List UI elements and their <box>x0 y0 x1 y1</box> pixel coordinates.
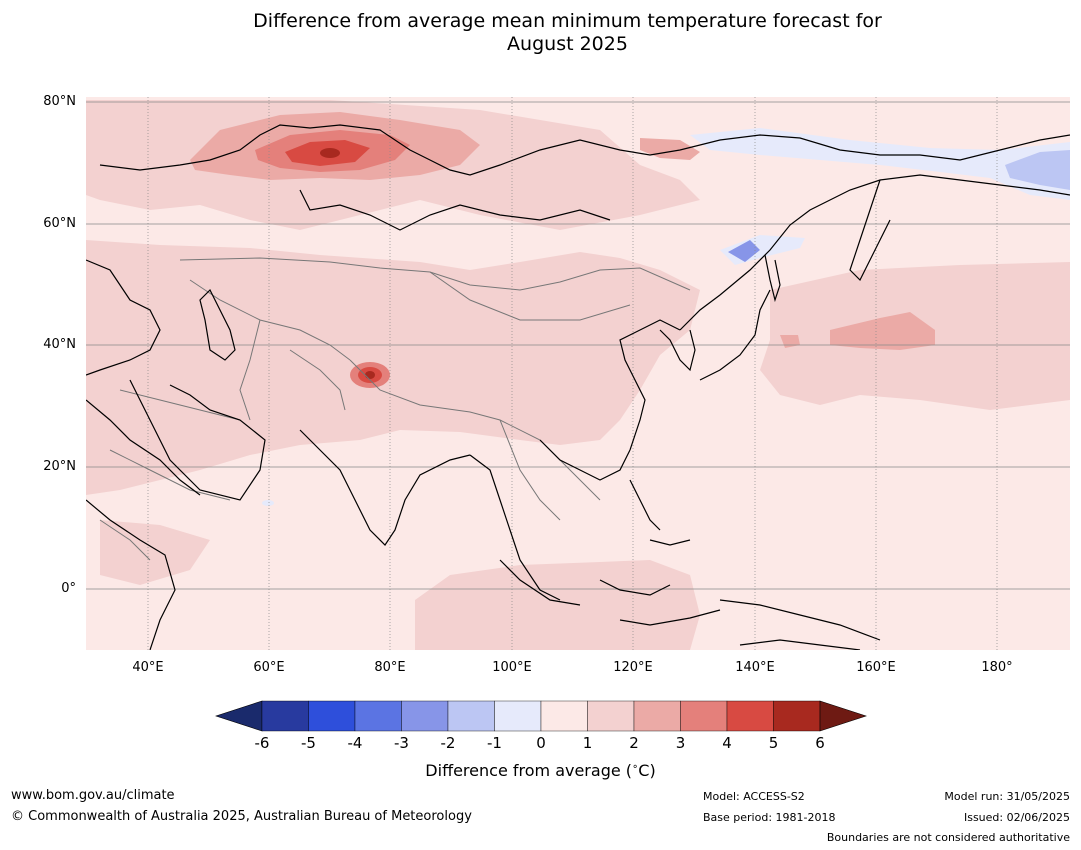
lon-label-160e: 160°E <box>856 660 896 675</box>
lat-label-60n: 60°N <box>43 216 76 231</box>
base-period-text: Base period: 1981-2018 <box>703 811 836 824</box>
map-title: Difference from average mean minimum tem… <box>0 10 1081 56</box>
cold-anomaly-regions <box>262 128 1070 506</box>
graticule-lines <box>86 97 1070 650</box>
colorbar-tick-label: -1 <box>487 734 502 752</box>
colorbar-cell <box>773 700 821 732</box>
lat-label-40n: 40°N <box>43 337 76 352</box>
lon-label-180: 180° <box>981 660 1013 675</box>
colorbar-tick-label: 2 <box>629 734 639 752</box>
lon-label-120e: 120°E <box>613 660 653 675</box>
colorbar-tick-label: 5 <box>768 734 779 752</box>
issued-text: Issued: 02/06/2025 <box>963 811 1070 824</box>
colorbar-cell <box>354 700 402 732</box>
lon-label-60e: 60°E <box>253 660 285 675</box>
colorbar-cell <box>540 700 588 732</box>
colorbar-cell <box>401 700 449 732</box>
colorbar-tick-label: -5 <box>301 734 316 752</box>
website-link[interactable]: www.bom.gov.au/climate <box>11 788 175 803</box>
colorbar-over-arrow <box>819 700 867 732</box>
model-text: Model: ACCESS-S2 <box>703 790 805 803</box>
colorbar-cell <box>447 700 495 732</box>
copyright-text: © Commonwealth of Australia 2025, Austra… <box>11 809 472 824</box>
colorbar-label: Difference from average (∘C) <box>0 761 1081 780</box>
colorbar-label-unit: C) <box>638 761 656 780</box>
title-line-1: Difference from average mean minimum tem… <box>253 10 882 32</box>
title-line-2: August 2025 <box>507 33 628 55</box>
colorbar-tick-label: 4 <box>722 734 732 752</box>
lon-label-40e: 40°E <box>132 660 164 675</box>
model-run-text: Model run: 31/05/2025 <box>944 790 1070 803</box>
degree-symbol: ∘ <box>632 761 639 773</box>
lat-label-80n: 80°N <box>43 94 76 109</box>
colorbar-cell <box>680 700 728 732</box>
colorbar-tick-label: -6 <box>254 734 270 752</box>
anomaly-1-2-regions <box>86 100 1070 650</box>
colorbar-cell <box>261 700 309 732</box>
colorbar-label-text: Difference from average ( <box>425 761 633 780</box>
colorbar-tick-label: -2 <box>440 734 456 752</box>
lon-label-140e: 140°E <box>735 660 775 675</box>
colorbar-tick-label: 1 <box>582 734 593 752</box>
disclaimer-text: Boundaries are not considered authoritat… <box>826 831 1070 844</box>
colorbar-tick-label: 3 <box>675 734 686 752</box>
colorbar-cell <box>308 700 356 732</box>
lon-label-80e: 80°E <box>374 660 406 675</box>
colorbar-cell <box>587 700 635 732</box>
colorbar-cell <box>633 700 681 732</box>
colorbar-tick-label: -4 <box>347 734 363 752</box>
colorbar-cells <box>215 700 867 732</box>
coastlines <box>86 124 1070 650</box>
colorbar-tick-label: -3 <box>394 734 409 752</box>
colorbar-under-arrow <box>215 700 263 732</box>
lon-label-100e: 100°E <box>492 660 532 675</box>
colorbar-tick-label: 0 <box>536 734 546 752</box>
colorbar-cell <box>494 700 542 732</box>
map-field <box>86 97 1070 650</box>
colorbar-cell <box>726 700 774 732</box>
lat-label-0: 0° <box>61 581 76 596</box>
colorbar-tick-label: 6 <box>815 734 825 752</box>
lat-label-20n: 20°N <box>43 459 76 474</box>
